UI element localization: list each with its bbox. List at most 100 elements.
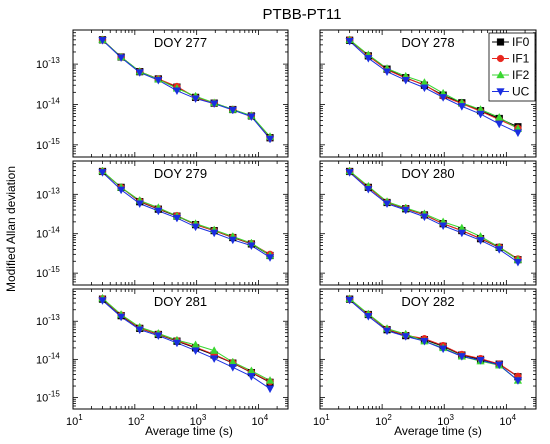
data-point-uc bbox=[172, 339, 182, 348]
data-point-uc bbox=[172, 87, 182, 96]
data-point-uc bbox=[116, 313, 126, 322]
data-point-uc bbox=[345, 296, 354, 305]
data-point-uc bbox=[513, 129, 523, 138]
data-point-uc bbox=[495, 361, 504, 370]
data-point-uc bbox=[420, 337, 429, 346]
legend-marker-uc bbox=[496, 88, 505, 96]
series-line-if2 bbox=[349, 39, 519, 130]
data-point-uc bbox=[228, 236, 237, 245]
data-point-uc bbox=[135, 326, 144, 335]
data-point-uc bbox=[439, 222, 448, 231]
panel-frame bbox=[72, 160, 289, 286]
series-line-if0 bbox=[102, 39, 271, 139]
data-point-uc bbox=[345, 169, 354, 177]
legend-marker-if0 bbox=[496, 38, 505, 46]
x-axis-label-right: Average time (s) bbox=[394, 424, 482, 438]
data-point-uc bbox=[457, 353, 466, 361]
data-point-uc bbox=[513, 258, 523, 267]
data-point-uc bbox=[228, 106, 237, 115]
y-tick-label: 10-15 bbox=[36, 137, 60, 152]
data-point-uc bbox=[401, 76, 410, 85]
panel-title: DOY 278 bbox=[401, 35, 454, 50]
panel-frame bbox=[319, 29, 537, 158]
data-point-uc bbox=[210, 355, 219, 363]
series-line-if2 bbox=[102, 170, 271, 256]
data-point-if2 bbox=[265, 376, 275, 384]
data-point-uc bbox=[476, 237, 485, 245]
panel-doy-281: 10-13 10-14 10-15 101 102 103 104 DOY 281 bbox=[36, 288, 289, 428]
panel-frame bbox=[319, 288, 537, 410]
data-point-uc bbox=[265, 385, 275, 394]
legend-marker-if1 bbox=[496, 54, 505, 63]
data-point-uc bbox=[401, 206, 410, 215]
data-point-uc bbox=[154, 76, 163, 85]
data-point-uc bbox=[210, 229, 219, 238]
data-point-uc bbox=[457, 103, 466, 111]
y-tick-label: 10-13 bbox=[36, 186, 60, 201]
data-point-uc bbox=[364, 185, 373, 194]
data-point-uc bbox=[439, 345, 448, 354]
series-line-if0 bbox=[349, 298, 519, 378]
series-line-uc bbox=[349, 40, 519, 134]
series-line-uc bbox=[349, 299, 519, 381]
y-tick-label: 10-14 bbox=[36, 351, 60, 366]
panel-doy-277: 10-13 10-14 10-15 DOY 277 bbox=[36, 29, 289, 158]
x-tick-label: 103 bbox=[190, 413, 207, 428]
panel-title: DOY 281 bbox=[154, 294, 207, 309]
y-tick-label: 10-15 bbox=[36, 390, 60, 405]
panel-frame bbox=[72, 29, 289, 158]
series-line-uc bbox=[102, 172, 271, 258]
panels-group: 10-13 10-14 10-15 DOY 277 DOY 278 10-1310-141… bbox=[36, 29, 537, 428]
figure-title: PTBB-PT11 bbox=[263, 6, 342, 23]
data-point-uc bbox=[135, 69, 144, 77]
x-tick-label: 104 bbox=[251, 413, 268, 428]
series-line-uc bbox=[102, 39, 271, 140]
data-point-uc bbox=[439, 94, 448, 102]
panel-title: DOY 282 bbox=[401, 294, 454, 309]
series-line-if1 bbox=[349, 39, 519, 129]
series-line-if2 bbox=[349, 298, 519, 381]
x-tick-label: 102 bbox=[128, 413, 145, 428]
data-point-uc bbox=[476, 357, 485, 365]
data-point-uc bbox=[116, 186, 126, 195]
panel-doy-278: DOY 278 bbox=[319, 29, 537, 158]
legend-label: IF0 bbox=[512, 35, 530, 49]
legend-item-if2: IF2 bbox=[492, 68, 530, 82]
x-tick-label: 102 bbox=[375, 413, 392, 428]
data-point-uc bbox=[247, 113, 256, 122]
series-line-if2 bbox=[102, 297, 271, 381]
legend-item-if0: IF0 bbox=[492, 35, 530, 49]
legend-label: IF2 bbox=[512, 68, 530, 82]
data-point-uc bbox=[247, 242, 256, 251]
data-point-uc bbox=[98, 297, 107, 305]
legend: IF0 IF1 IF2 UC bbox=[488, 32, 536, 102]
data-point-uc bbox=[364, 55, 373, 63]
series-line-uc bbox=[349, 172, 519, 263]
legend-item-if1: IF1 bbox=[492, 52, 530, 66]
data-point-uc bbox=[495, 246, 504, 254]
panel-doy-279: 10-13 10-14 10-15 DOY 279 bbox=[36, 160, 289, 286]
data-point-uc bbox=[172, 214, 182, 223]
data-point-uc bbox=[495, 120, 504, 129]
x-axis-label-left: Average time (s) bbox=[145, 424, 233, 438]
data-point-uc bbox=[457, 229, 466, 238]
series-line-if1 bbox=[102, 298, 271, 383]
legend-box bbox=[488, 32, 536, 102]
series-line-if0 bbox=[102, 171, 271, 256]
y-tick-label: 10-15 bbox=[36, 265, 60, 280]
data-point-uc bbox=[364, 313, 373, 321]
data-point-uc bbox=[265, 135, 275, 144]
data-point-uc bbox=[382, 327, 392, 336]
data-point-uc bbox=[265, 254, 275, 262]
panel-doy-282: 101 102 103 104 DOY 282 bbox=[313, 288, 537, 428]
data-point-uc bbox=[191, 347, 200, 356]
legend-label: UC bbox=[512, 85, 530, 99]
data-point-uc bbox=[154, 207, 163, 216]
panel-title: DOY 277 bbox=[154, 35, 207, 50]
data-point-uc bbox=[420, 213, 429, 222]
data-point-uc bbox=[116, 54, 126, 63]
data-point-uc bbox=[98, 37, 107, 45]
data-point-uc bbox=[382, 200, 392, 209]
panel-frame bbox=[72, 288, 289, 410]
data-point-uc bbox=[401, 333, 410, 341]
